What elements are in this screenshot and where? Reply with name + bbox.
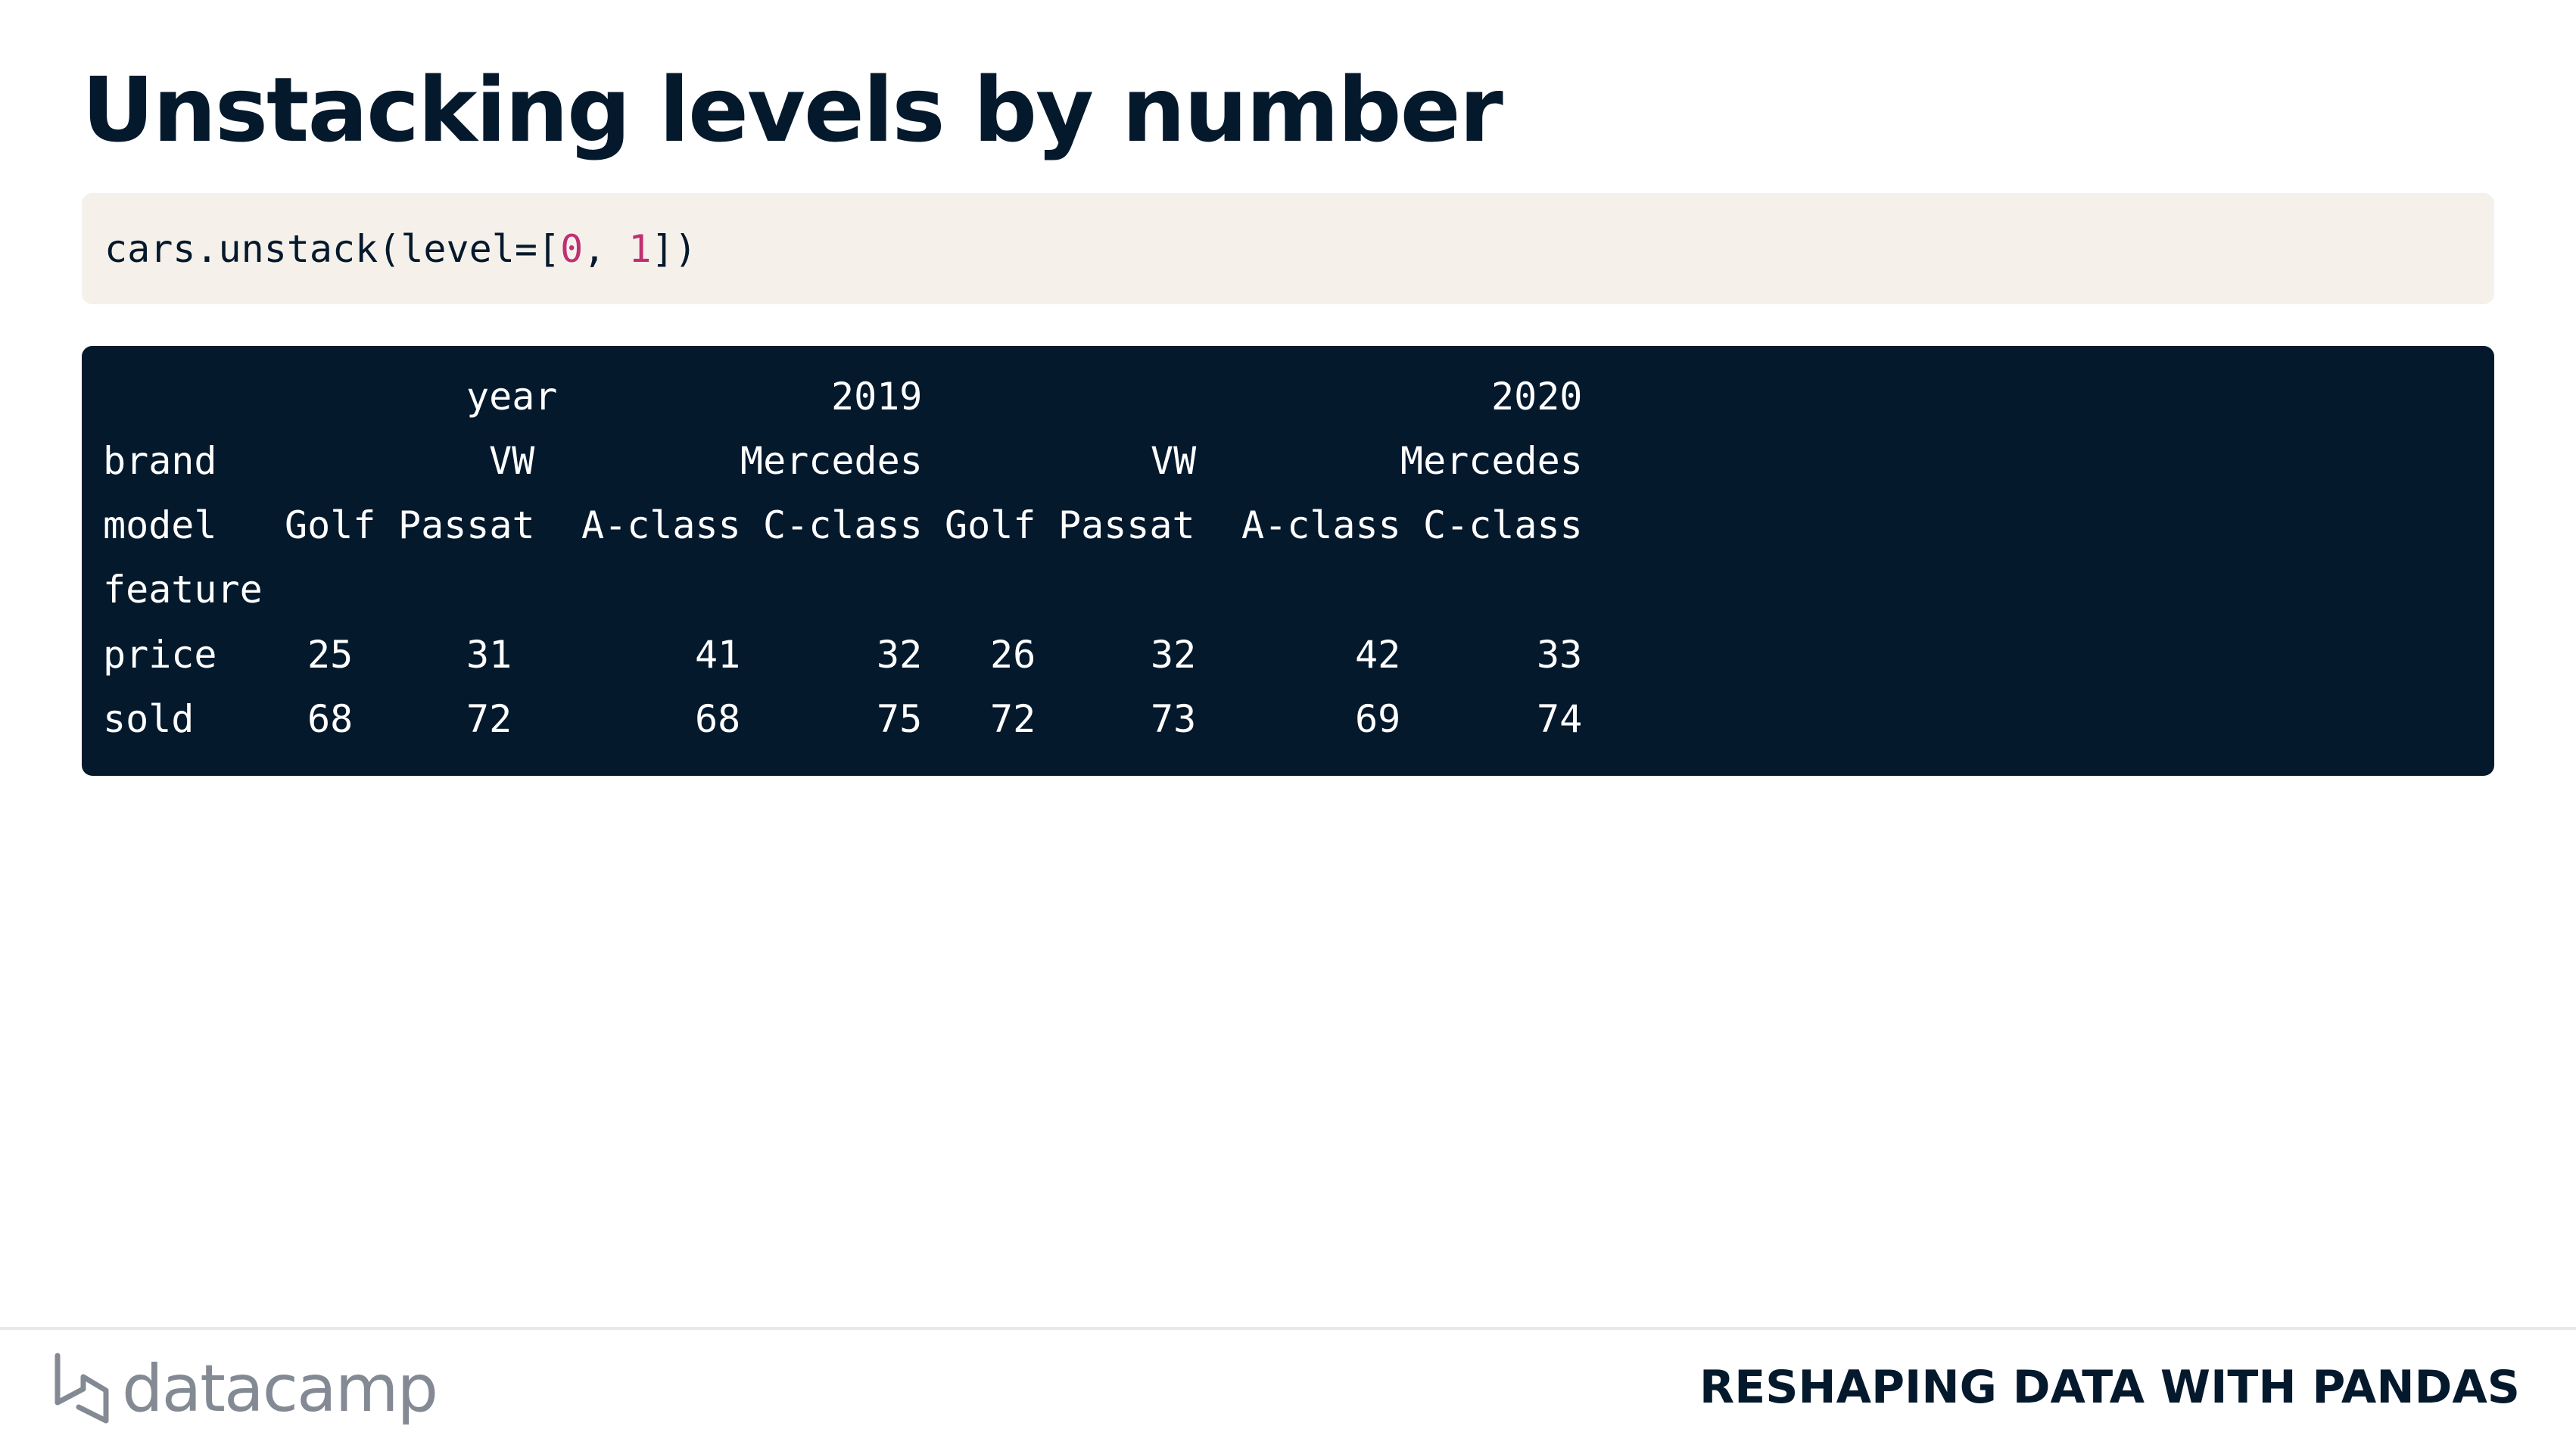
code-prefix: cars.unstack(level=[ — [104, 226, 561, 271]
cell-sold-cclass-2020: 74 — [1537, 697, 1583, 741]
header-model-golf-2020: Golf — [945, 503, 1036, 547]
header-model-passat-2020: Passat — [1058, 503, 1195, 547]
row-label-price: price — [103, 633, 217, 677]
datacamp-logo-icon — [55, 1353, 109, 1424]
datacamp-logo: datacamp — [53, 1351, 438, 1427]
code-line: cars.unstack(level=[0, 1]) — [104, 227, 697, 271]
cell-price-aclass-2019: 41 — [695, 633, 741, 677]
cell-sold-passat-2019: 72 — [466, 697, 512, 741]
cell-sold-golf-2020: 72 — [990, 697, 1036, 741]
cell-price-aclass-2020: 42 — [1355, 633, 1401, 677]
header-year-label: year — [466, 375, 558, 419]
header-model-aclass-2019: A-class — [581, 503, 741, 547]
code-level-1: 1 — [628, 226, 652, 271]
cell-price-passat-2019: 31 — [466, 633, 512, 677]
output-block: year 2019 2020 brand VW Mercedes VW Merc… — [82, 346, 2494, 776]
cell-price-golf-2020: 26 — [990, 633, 1036, 677]
cell-price-passat-2020: 32 — [1151, 633, 1197, 677]
header-brand-vw-2020: VW — [1151, 439, 1197, 483]
header-model-cclass-2020: C-class — [1423, 503, 1583, 547]
cell-price-cclass-2020: 33 — [1537, 633, 1583, 677]
code-separator: , — [583, 226, 629, 271]
header-brand-label: brand — [103, 439, 217, 483]
code-block: cars.unstack(level=[0, 1]) — [82, 193, 2494, 304]
course-name: RESHAPING DATA WITH PANDAS — [1699, 1361, 2520, 1414]
header-brand-mercedes-2020: Mercedes — [1400, 439, 1583, 483]
header-brand-vw-2019: VW — [489, 439, 535, 483]
cell-sold-aclass-2020: 69 — [1355, 697, 1401, 741]
cell-sold-passat-2020: 73 — [1151, 697, 1197, 741]
datacamp-wordmark: datacamp — [122, 1351, 438, 1427]
header-year-2019: 2019 — [831, 375, 923, 419]
index-name: feature — [103, 568, 263, 612]
cell-price-cclass-2019: 32 — [877, 633, 923, 677]
row-label-sold: sold — [103, 697, 195, 741]
header-year-2020: 2020 — [1491, 375, 1583, 419]
header-brand-mercedes-2019: Mercedes — [740, 439, 923, 483]
code-level-0: 0 — [560, 226, 584, 271]
cell-sold-golf-2019: 68 — [307, 697, 354, 741]
cell-sold-aclass-2019: 68 — [695, 697, 741, 741]
cell-sold-cclass-2019: 75 — [877, 697, 923, 741]
footer-divider — [0, 1327, 2576, 1330]
header-model-label: model — [103, 503, 217, 547]
header-model-aclass-2020: A-class — [1241, 503, 1401, 547]
slide-title: Unstacking levels by number — [82, 58, 1503, 162]
cell-price-golf-2019: 25 — [307, 633, 354, 677]
code-suffix: ]) — [651, 226, 697, 271]
header-model-passat-2019: Passat — [398, 503, 535, 547]
header-model-cclass-2019: C-class — [763, 503, 923, 547]
header-model-golf-2019: Golf — [285, 503, 376, 547]
